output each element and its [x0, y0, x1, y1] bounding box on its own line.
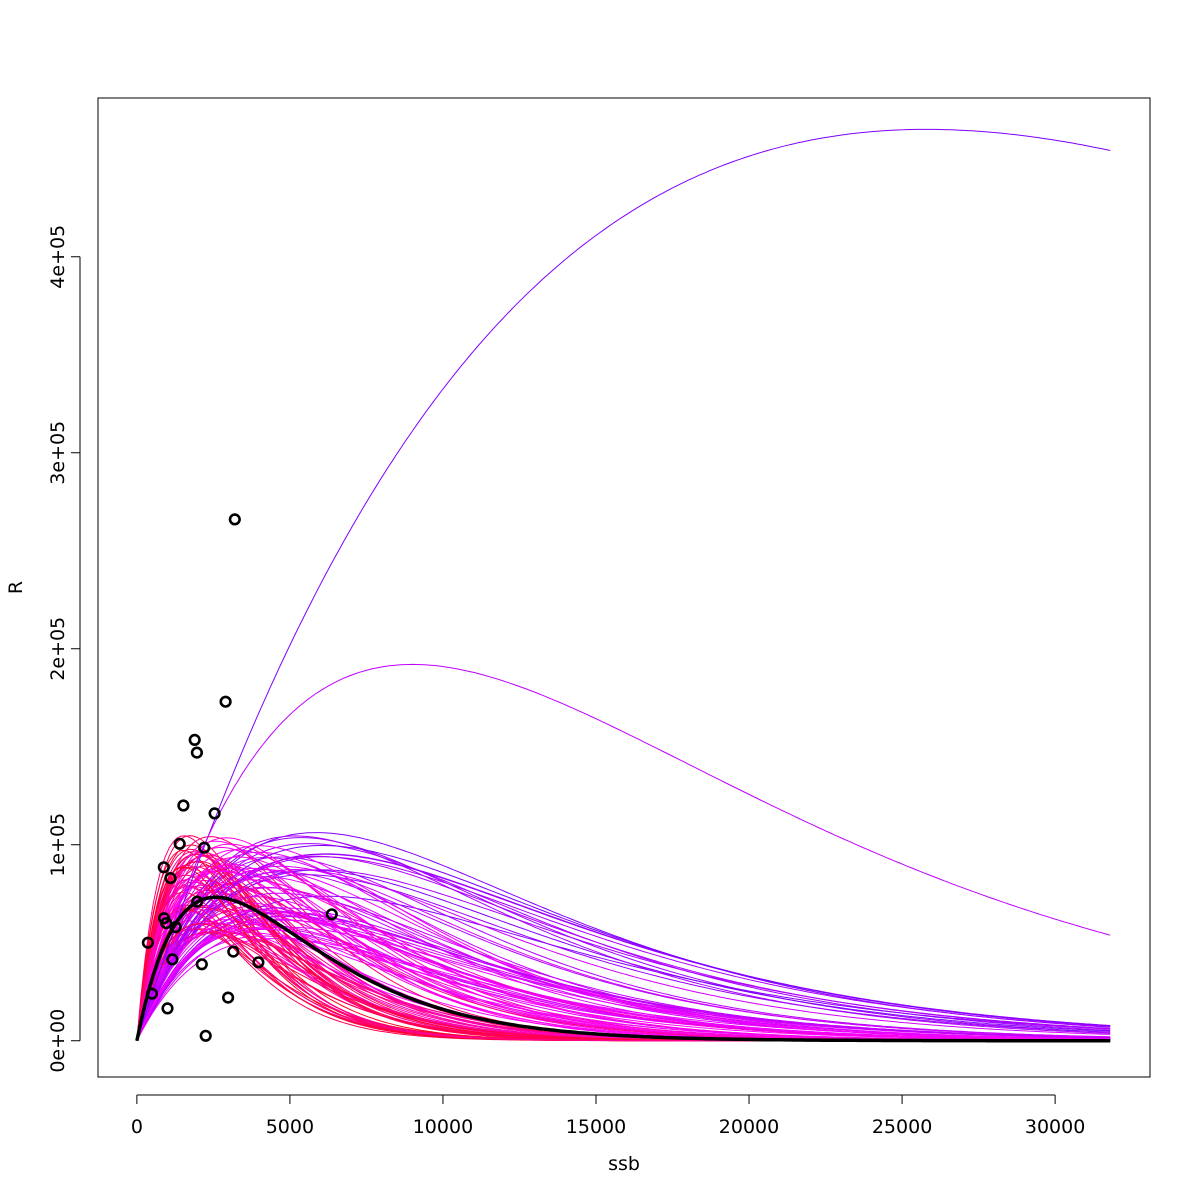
data-point	[208, 807, 221, 820]
data-point	[199, 1029, 212, 1042]
x-axis: 0 5000 10000 15000 20000 25000 30000	[131, 1094, 1085, 1138]
data-point	[164, 871, 177, 885]
data-point	[145, 987, 158, 1000]
data-point	[325, 908, 338, 921]
data-point	[198, 841, 211, 854]
x-tick-label: 5000	[266, 1116, 314, 1138]
x-tick-label: 20000	[719, 1116, 779, 1138]
data-point	[219, 695, 232, 708]
y-tick-label: 2e+05	[47, 617, 69, 681]
data-point	[141, 936, 154, 949]
bootstrap-curve	[136, 856, 1111, 1041]
bootstrap-curve-outlier	[136, 128, 1111, 1041]
x-tick-label: 25000	[872, 1116, 932, 1138]
data-point	[173, 837, 186, 850]
y-axis-title: R	[5, 581, 27, 594]
bootstrap-curve	[136, 868, 1111, 1041]
data-point	[177, 799, 190, 812]
data-point	[195, 958, 208, 971]
y-tick-label: 4e+05	[47, 225, 69, 289]
bootstrap-curve	[136, 928, 1111, 1041]
bootstrap-curve	[136, 835, 1111, 1041]
data-point	[190, 746, 203, 759]
x-tick-label: 0	[131, 1116, 143, 1138]
y-tick-label: 1e+05	[47, 813, 69, 877]
y-axis: 0e+00 1e+05 2e+05 3e+05 4e+05	[47, 225, 81, 1073]
bootstrap-curve	[136, 910, 1111, 1041]
data-point	[161, 1002, 174, 1015]
y-tick-label: 0e+00	[47, 1009, 69, 1073]
bootstrap-curve	[136, 865, 1111, 1041]
fitted-curve-group	[135, 895, 1111, 1043]
x-tick-label: 10000	[413, 1116, 473, 1138]
data-point	[222, 991, 235, 1004]
data-point	[252, 956, 265, 969]
bootstrap-curve	[136, 845, 1111, 1041]
x-tick-label: 15000	[566, 1116, 626, 1138]
y-tick-label: 3e+05	[47, 421, 69, 485]
data-point	[166, 953, 179, 966]
data-point	[228, 513, 241, 526]
bootstrap-curve	[136, 907, 1111, 1041]
data-point	[191, 895, 204, 908]
bootstrap-curve	[136, 837, 1111, 1041]
bootstrap-curves	[136, 128, 1111, 1042]
fitted-curve	[135, 895, 1111, 1043]
data-point	[169, 920, 182, 934]
bootstrap-curve	[136, 845, 1111, 1041]
bootstrap-curve	[136, 855, 1111, 1041]
x-tick-label: 30000	[1025, 1116, 1085, 1138]
data-point	[227, 945, 240, 958]
observed-points	[141, 513, 338, 1042]
bootstrap-curve	[136, 874, 1111, 1041]
bootstrap-curve-outlier	[136, 663, 1111, 1041]
plot-frame	[97, 97, 1151, 1078]
data-point	[188, 733, 201, 747]
bootstrap-curve	[136, 853, 1111, 1041]
x-axis-title: ssb	[608, 1153, 640, 1175]
data-point	[157, 861, 170, 874]
